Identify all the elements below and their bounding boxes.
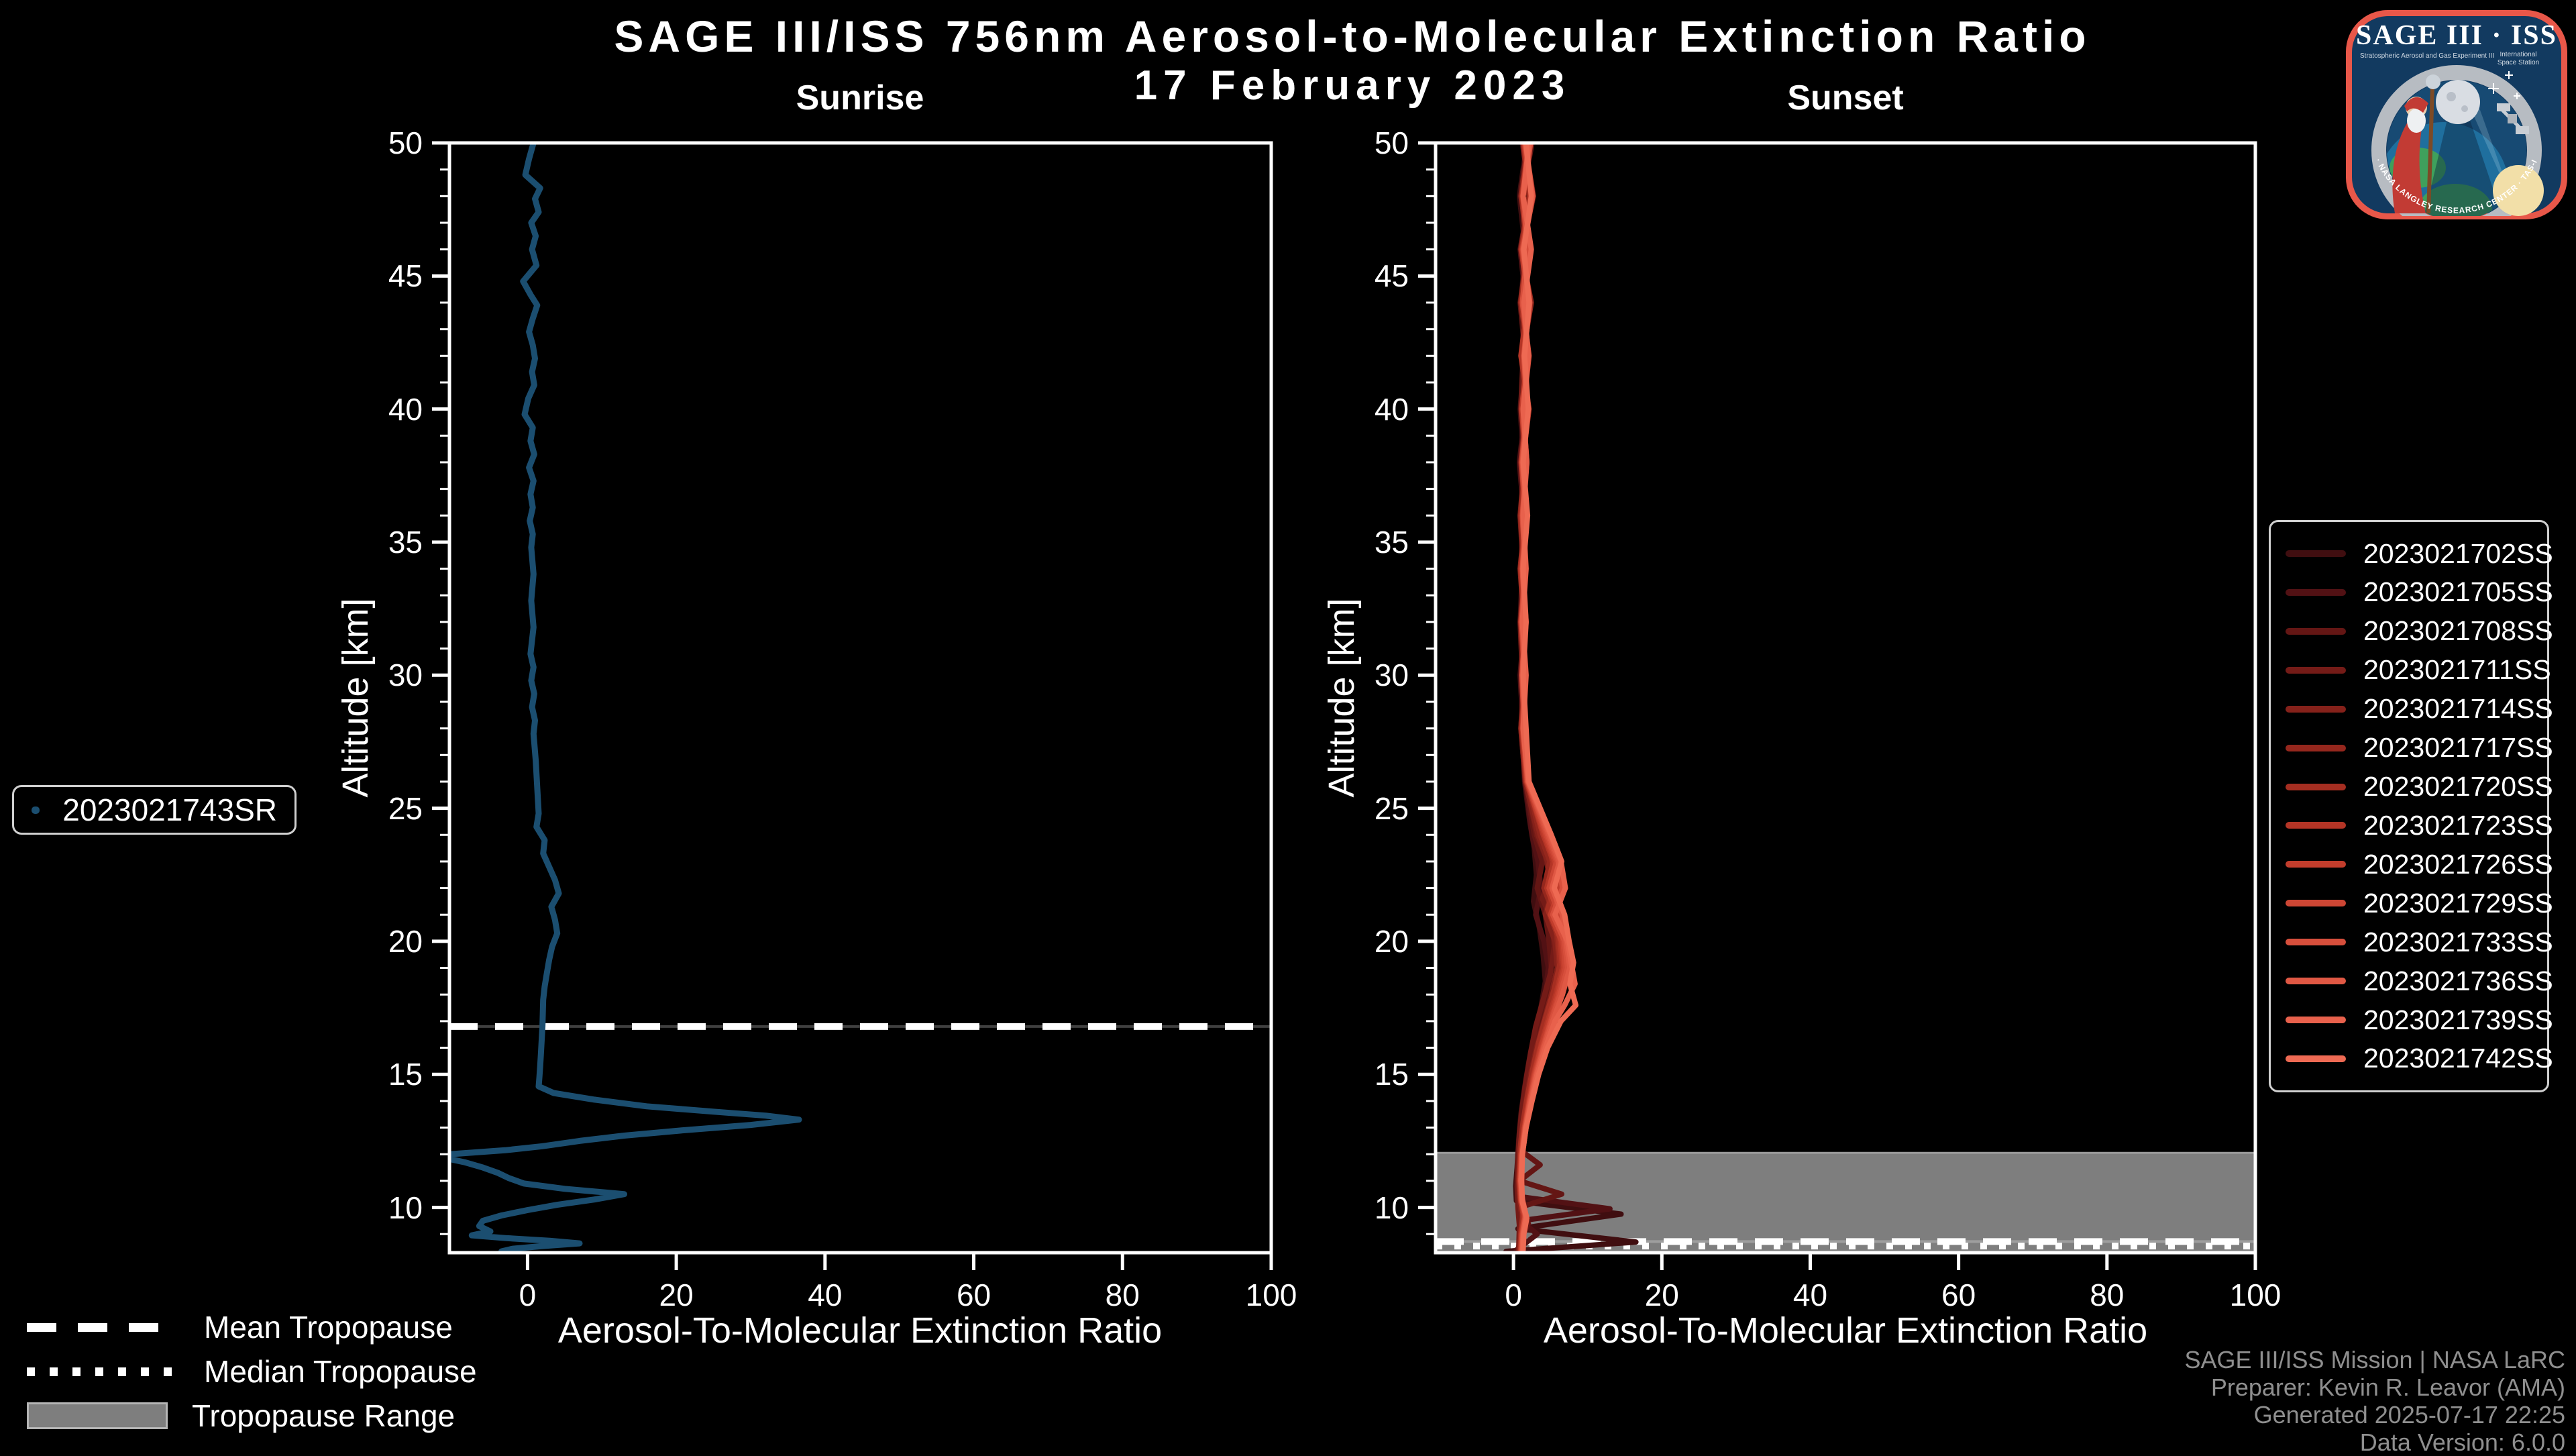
sunset-legend-label: 2023021705SS <box>2363 576 2553 608</box>
sunset-legend-line-swatch <box>2286 744 2346 751</box>
sunset-legend-label: 2023021739SS <box>2363 1004 2553 1035</box>
legend-item-median-tropopause: Median Tropopause <box>27 1354 477 1389</box>
sunset-legend-item: 2023021720SS <box>2286 769 2553 805</box>
dotted-line-swatch <box>27 1367 180 1376</box>
axes-box-sunset <box>1434 141 2257 1255</box>
sunset-legend-item: 2023021723SS <box>2286 807 2553 843</box>
tropopause-range-label: Tropopause Range <box>192 1398 455 1433</box>
sun-icon <box>2493 165 2544 216</box>
sunrise-legend-label: 2023021743SR <box>62 792 277 827</box>
sunset-legend-label: 2023021708SS <box>2363 615 2553 647</box>
patch-subtitle-left: Stratospheric Aerosol and Gas Experiment… <box>2360 52 2494 60</box>
moon-crater <box>2447 92 2456 101</box>
median-tropopause-label: Median Tropopause <box>204 1354 477 1389</box>
footer-credits: SAGE III/ISS Mission | NASA LaRC Prepare… <box>2184 1346 2565 1456</box>
sunset-legend-line-swatch <box>2286 550 2346 557</box>
plot-area-sunrise <box>449 143 1271 1253</box>
tropopause-legend: Mean Tropopause Median Tropopause Tropop… <box>27 1310 477 1433</box>
sunset-legend-label: 2023021742SS <box>2363 1043 2553 1074</box>
sunset-legend-label: 2023021726SS <box>2363 848 2553 880</box>
patch-title: SAGE III · ISS <box>2356 20 2557 51</box>
patch-subtitle-right-2: Space Station <box>2498 59 2539 66</box>
sunset-legend-label: 2023021736SS <box>2363 965 2553 996</box>
sunset-legend-line-swatch <box>2286 783 2346 790</box>
moon-crater <box>2461 105 2468 112</box>
sunset-legend-label: 2023021711SS <box>2363 654 2551 686</box>
sunset-legend-line-swatch <box>2286 939 2346 946</box>
moon-icon <box>2436 80 2480 124</box>
sunset-legend-label: 2023021702SS <box>2363 537 2553 569</box>
sunset-legend-item: 2023021742SS <box>2286 1041 2553 1077</box>
sunset-legend-line-swatch <box>2286 861 2346 868</box>
sunset-legend-line-swatch <box>2286 822 2346 829</box>
sunset-legend-label: 2023021729SS <box>2363 887 2553 919</box>
sunset-legend-item: 2023021714SS <box>2286 691 2553 727</box>
sunset-legend-label: 2023021720SS <box>2363 771 2553 802</box>
sunset-legend-item: 2023021736SS <box>2286 963 2553 999</box>
sunrise-legend: 2023021743SR <box>12 785 297 835</box>
legend-item-mean-tropopause: Mean Tropopause <box>27 1310 477 1345</box>
sage-figure-icon <box>2392 74 2440 214</box>
series-2023021743SR <box>449 143 802 1253</box>
sunset-legend-line-swatch <box>2286 627 2346 635</box>
dashed-line-swatch <box>27 1322 180 1332</box>
sunset-legend-item: 2023021733SS <box>2286 924 2553 960</box>
sunset-legend-item: 2023021729SS <box>2286 885 2553 921</box>
axes-box-sunrise <box>447 141 1273 1255</box>
sunset-legend-item: 2023021705SS <box>2286 574 2553 611</box>
mean-tropopause-label: Mean Tropopause <box>204 1310 453 1345</box>
footer-generated-line: Generated 2025-07-17 22:25 <box>2253 1401 2565 1428</box>
sunset-legend-item: 2023021702SS <box>2286 535 2553 572</box>
sage-iii-iss-mission-patch: SAGE III · ISS Stratospheric Aerosol and… <box>2346 10 2567 219</box>
footer-preparer-line: Preparer: Kevin R. Leavor (AMA) <box>2210 1373 2565 1401</box>
sunset-legend-item: 2023021711SS <box>2286 652 2551 688</box>
sunset-legend-line-swatch <box>2286 978 2346 985</box>
sunset-legend-line-swatch <box>2286 900 2346 907</box>
sunset-legend-line-swatch <box>2286 1017 2346 1024</box>
sunset-legend-label: 2023021723SS <box>2363 809 2553 841</box>
sunset-legend-item: 2023021717SS <box>2286 730 2553 766</box>
sunset-legend-label: 2023021733SS <box>2363 926 2553 957</box>
plot-area-sunset <box>1436 143 2255 1253</box>
footer-version-line: Data Version: 6.0.0 <box>2359 1428 2565 1456</box>
sunset-legend-line-swatch <box>2286 705 2346 713</box>
sunset-legend-label: 2023021714SS <box>2363 693 2553 725</box>
sunset-legend: 2023021702SS 2023021705SS 2023021708SS 2023… <box>2269 520 2553 1092</box>
orbit-ring-icon <box>2371 65 2542 216</box>
gray-patch-swatch <box>27 1402 168 1429</box>
legend-item-tropopause-range: Tropopause Range <box>27 1398 477 1433</box>
star-icons <box>2488 71 2520 99</box>
sunset-legend-line-swatch <box>2286 588 2346 596</box>
sunset-legend-item: 2023021739SS <box>2286 1002 2553 1038</box>
sunset-legend-line-swatch <box>2286 1055 2346 1062</box>
sunset-legend-line-swatch <box>2286 666 2346 674</box>
sunset-legend-label: 2023021717SS <box>2363 732 2553 764</box>
sunrise-legend-line-swatch <box>32 806 40 814</box>
sunset-legend-item: 2023021726SS <box>2286 846 2553 882</box>
sunset-legend-item: 2023021708SS <box>2286 613 2553 649</box>
series-2023021742SS <box>1519 143 1578 1253</box>
footer-mission-line: SAGE III/ISS Mission | NASA LaRC <box>2184 1346 2565 1373</box>
iss-icon <box>2497 103 2529 134</box>
patch-subtitle-right-1: International <box>2500 51 2536 58</box>
